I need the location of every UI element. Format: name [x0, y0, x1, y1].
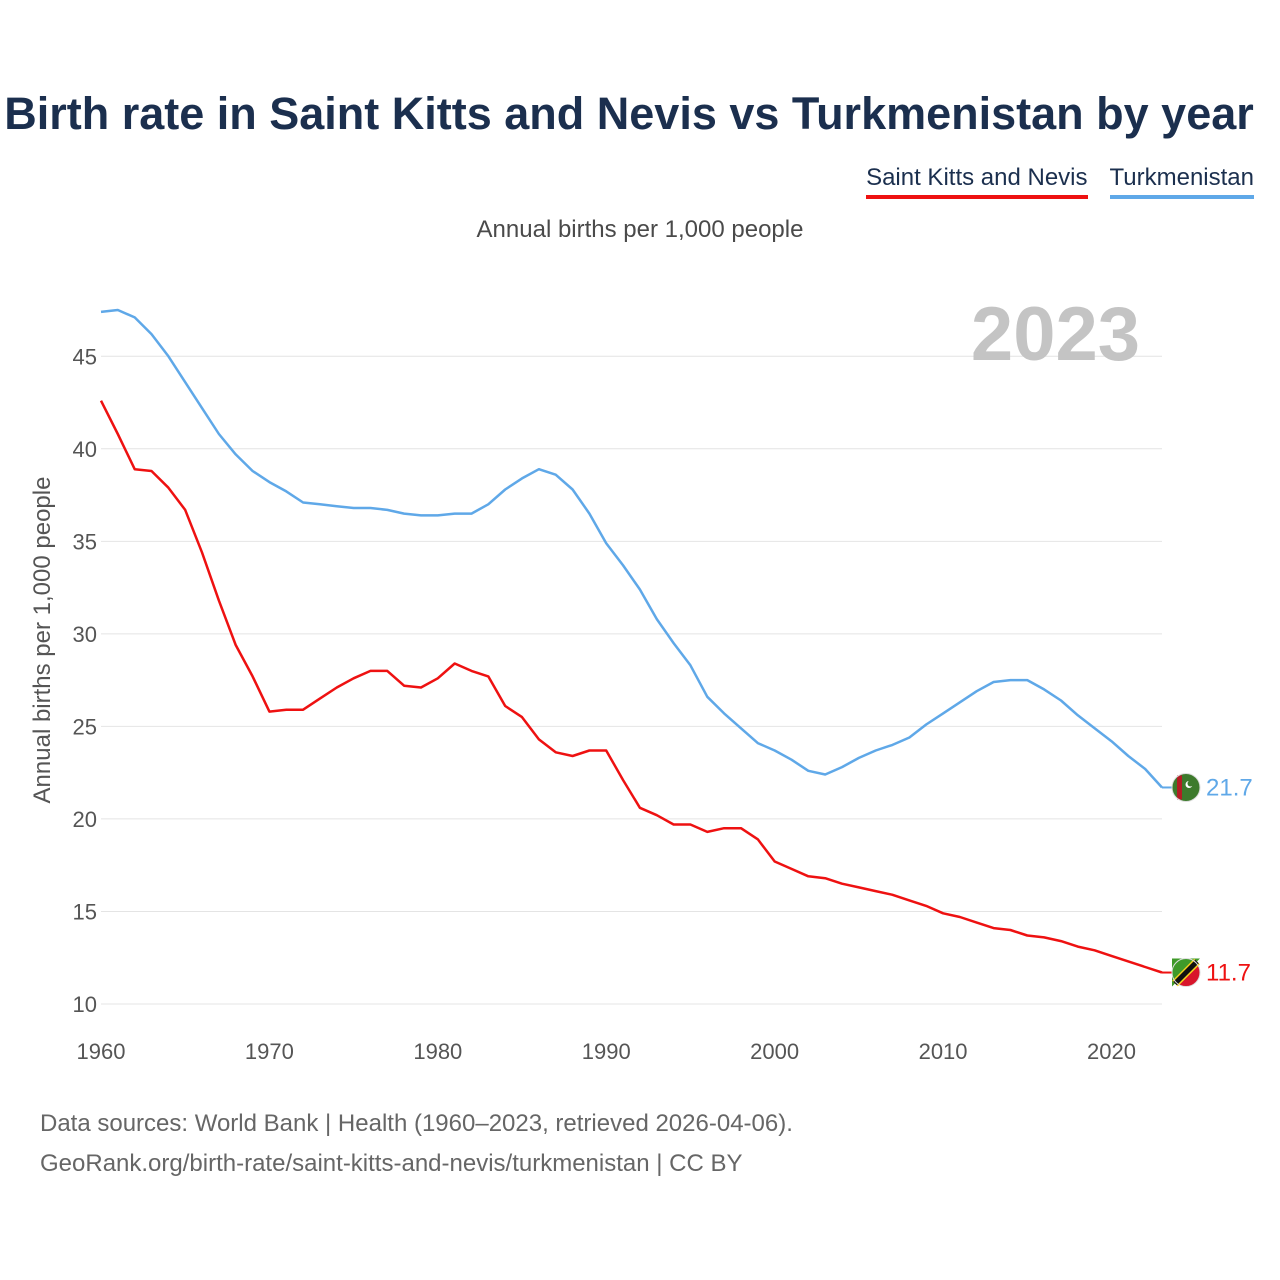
flag-stripe: [1177, 775, 1182, 800]
legend-item-saint-kitts-and-nevis[interactable]: Saint Kitts and Nevis: [866, 164, 1088, 199]
x-tick-label: 2000: [750, 1039, 799, 1064]
x-tick-label: 1960: [77, 1039, 126, 1064]
y-tick-label: 40: [73, 437, 97, 462]
source-line-data: Data sources: World Bank | Health (1960–…: [40, 1110, 793, 1137]
y-tick-label: 35: [73, 529, 97, 554]
current-year-label: 2023: [971, 292, 1140, 377]
flag-outline: [1171, 772, 1201, 802]
flag-black-band: [1173, 959, 1199, 986]
y-tick-label: 25: [73, 714, 97, 739]
series-line-turkmenistan: [100, 308, 1163, 789]
y-axis-ticks: 10 15 20 25 30 35 40 45: [73, 344, 97, 1017]
y-tick-label: 45: [73, 344, 97, 369]
y-tick-label: 10: [73, 992, 97, 1017]
y-tick-label: 15: [73, 899, 97, 924]
source-line-url[interactable]: GeoRank.org/birth-rate/saint-kitts-and-n…: [40, 1150, 743, 1177]
gridlines: [101, 355, 1162, 1005]
source-note: Data sources: World Bank | Health (1960–…: [40, 1104, 793, 1184]
end-value-label-turkmenistan: 21.7: [1206, 774, 1253, 801]
chart-title: Birth rate in Saint Kitts and Nevis vs T…: [4, 88, 1254, 139]
end-value-label-saint-kitts-and-nevis: 11.7: [1206, 960, 1251, 987]
legend-item-turkmenistan[interactable]: Turkmenistan: [1109, 164, 1254, 199]
y-tick-label: 30: [73, 622, 97, 647]
series-lines: [99, 308, 1163, 974]
end-markers: 11.7 21.7: [1162, 772, 1253, 988]
x-tick-label: 2020: [1087, 1039, 1136, 1064]
flag-outline: [1171, 958, 1201, 988]
chart-subtitle: Annual births per 1,000 people: [476, 216, 804, 243]
x-axis-ticks: 1960 1970 1980 1990 2000 2010 2020: [77, 1039, 1136, 1064]
legend: Saint Kitts and Nevis Turkmenistan: [866, 164, 1254, 199]
y-tick-label: 20: [73, 807, 97, 832]
x-tick-label: 1970: [245, 1039, 294, 1064]
x-tick-label: 1980: [413, 1039, 462, 1064]
flag-crescent-cut: [1187, 780, 1194, 787]
series-line-saint-kitts-and-nevis: [99, 400, 1163, 974]
x-tick-label: 2010: [919, 1039, 968, 1064]
x-tick-label: 1990: [582, 1039, 631, 1064]
